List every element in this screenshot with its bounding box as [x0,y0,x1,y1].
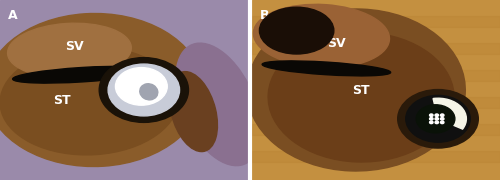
Ellipse shape [140,84,158,100]
Circle shape [398,89,478,148]
Circle shape [435,118,438,120]
Ellipse shape [176,43,260,166]
Circle shape [406,95,470,142]
Circle shape [430,114,433,116]
Bar [252,151,500,162]
Circle shape [435,114,438,116]
Circle shape [440,121,444,124]
Ellipse shape [268,32,454,162]
Circle shape [430,121,433,124]
Text: SV: SV [327,37,345,50]
Ellipse shape [0,14,204,167]
Circle shape [440,114,444,116]
Ellipse shape [12,66,151,83]
Ellipse shape [170,72,218,152]
Bar [252,70,500,81]
Bar [252,124,500,135]
Text: ST: ST [352,84,370,96]
Ellipse shape [262,61,390,76]
Wedge shape [433,98,466,129]
Text: SV: SV [65,40,84,53]
Circle shape [99,58,188,122]
Circle shape [108,64,180,116]
Text: ST: ST [53,94,71,107]
Ellipse shape [8,23,132,78]
Bar [252,43,500,54]
Ellipse shape [260,7,334,54]
Text: B: B [260,9,269,22]
Circle shape [116,68,168,105]
Circle shape [430,118,433,120]
Bar [252,97,500,108]
Circle shape [440,118,444,120]
Circle shape [435,121,438,124]
Bar [252,16,500,27]
Ellipse shape [0,47,178,155]
Ellipse shape [247,9,466,171]
Ellipse shape [254,4,390,68]
Circle shape [416,105,455,133]
Text: A: A [8,9,17,22]
